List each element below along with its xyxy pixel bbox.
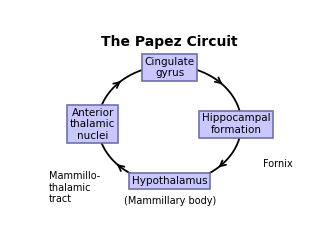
Text: Hypothalamus: Hypothalamus: [132, 176, 208, 186]
Text: Mammillo-
thalamic
tract: Mammillo- thalamic tract: [49, 171, 100, 204]
Text: Hippocampal
formation: Hippocampal formation: [202, 113, 271, 135]
Text: Cingulate
gyrus: Cingulate gyrus: [145, 57, 195, 78]
Text: Anterior
thalamic
nuclei: Anterior thalamic nuclei: [70, 108, 116, 141]
Text: Fornix: Fornix: [263, 159, 293, 169]
Text: (Mammillary body): (Mammillary body): [123, 196, 216, 206]
Text: The Papez Circuit: The Papez Circuit: [101, 35, 238, 49]
